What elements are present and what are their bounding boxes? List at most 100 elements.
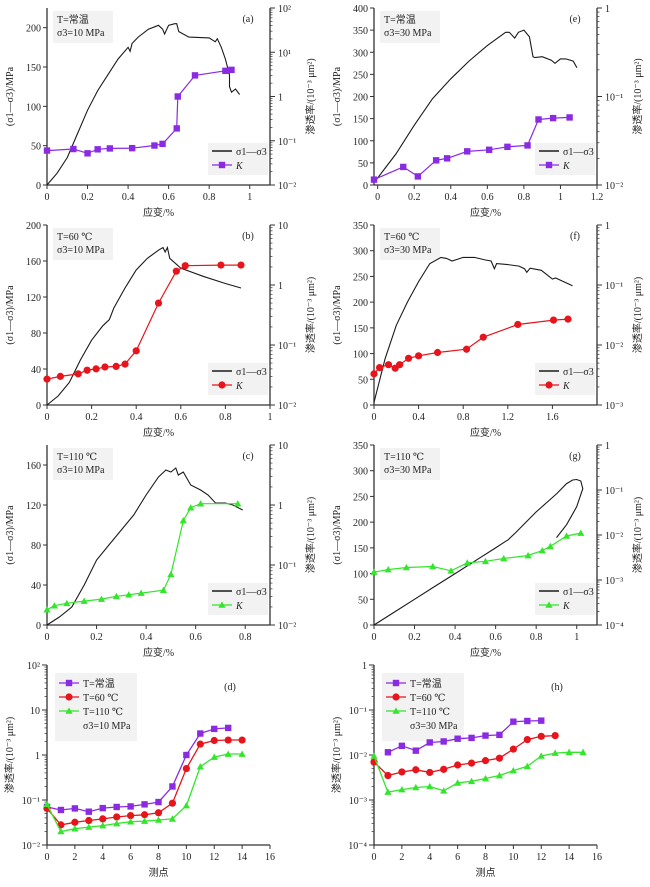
y-tick-label: 80 <box>31 541 41 552</box>
annotation-box <box>380 11 440 43</box>
y-tick-label: 250 <box>353 70 368 81</box>
legend-box <box>208 583 268 615</box>
k-point <box>167 570 175 578</box>
y2-tick-label: 1 <box>278 93 283 104</box>
k-point <box>402 563 411 571</box>
y-tick-label: 160 <box>26 257 41 268</box>
series-point <box>509 767 517 774</box>
x-tick-label: 0.6 <box>481 192 494 203</box>
x-axis-label: 应变/% <box>143 646 174 659</box>
x-tick-label: 14 <box>564 852 574 863</box>
k-point <box>370 568 378 575</box>
y-tick-label: 120 <box>26 501 41 512</box>
k-point <box>414 173 422 180</box>
annotation-text: σ3=30 MPa <box>384 28 432 39</box>
x-tick-label: 4 <box>427 852 432 863</box>
y-tick-label: 1 <box>362 661 367 672</box>
k-curve <box>373 532 581 573</box>
x-axis-label: 应变/% <box>470 206 501 219</box>
series-point <box>196 740 204 748</box>
y-tick-label: 100 <box>353 137 368 148</box>
series-point <box>85 816 93 825</box>
k-point <box>56 372 64 380</box>
series-point <box>169 783 176 790</box>
series-point <box>85 823 93 830</box>
y-tick-label: 250 <box>353 272 368 283</box>
k-point <box>396 361 404 369</box>
x-tick-label: 0.6 <box>162 192 175 203</box>
y-axis-label: 渗透率/(10⁻³ μm²) <box>330 717 343 793</box>
x-tick-label: 1 <box>268 412 273 423</box>
series-point <box>140 811 149 819</box>
k-point <box>159 140 166 148</box>
y2-tick-label: 10⁻¹ <box>278 561 296 572</box>
series-point <box>524 717 531 725</box>
x-tick-label: 2 <box>72 852 77 863</box>
k-point <box>187 504 195 511</box>
y2-tick-label: 1 <box>605 441 610 452</box>
series-point <box>481 774 490 782</box>
y-tick-label: 50 <box>358 375 368 386</box>
annotation-text: T=常温 <box>57 13 89 26</box>
stress-curve <box>46 245 242 406</box>
k-point <box>433 348 442 357</box>
y-tick-label: 80 <box>31 329 41 340</box>
x-axis-label: 应变/% <box>470 426 501 439</box>
series-point <box>398 768 406 776</box>
y-tick-label: 0 <box>363 401 368 412</box>
y-axis-label: (σ1—σ3)/MPa <box>5 285 16 345</box>
x-tick-label: 14 <box>237 852 247 863</box>
series-point <box>537 752 545 759</box>
series-point <box>384 771 392 780</box>
annotation-text: T=60 ℃ <box>57 232 92 243</box>
annotation-text: σ3=10 MPa <box>83 721 131 732</box>
y-tick-label: 1 <box>35 751 40 762</box>
x-tick-label: 0.2 <box>408 632 421 643</box>
k-point <box>181 262 189 270</box>
series-point <box>467 759 476 767</box>
y-tick-label: 100 <box>353 570 368 581</box>
y-tick-label: 0 <box>36 621 41 632</box>
y-axis-label: 渗透率/(10⁻³ μm²) <box>3 717 16 793</box>
x-tick-label: 0.6 <box>189 632 202 643</box>
x-tick-label: 0.8 <box>530 632 543 643</box>
series-point <box>412 747 420 754</box>
annotation-box <box>53 448 113 480</box>
series-point <box>509 745 517 753</box>
y-tick-label: 50 <box>31 142 41 153</box>
series-point <box>538 717 545 724</box>
k-point <box>74 370 82 378</box>
x-tick-label: 1 <box>247 192 252 203</box>
series-point <box>224 736 232 744</box>
y-tick-label: 10 <box>30 706 40 717</box>
y-tick-label: 0 <box>36 401 41 412</box>
y2-tick-label: 10⁻¹ <box>278 341 296 352</box>
k-point <box>43 147 51 154</box>
k-point <box>479 333 487 341</box>
legend-k-marker <box>218 161 226 169</box>
panel-label: (a) <box>242 14 253 25</box>
y-tick-label: 350 <box>353 441 368 452</box>
y2-tick-label: 10⁻¹ <box>605 93 623 104</box>
x-tick-label: 8 <box>156 852 161 863</box>
y2-tick-label: 10⁻² <box>605 181 623 192</box>
y2-axis-label: 渗透率/(10⁻³ μm²) <box>304 277 317 353</box>
x-tick-label: 10 <box>181 852 191 863</box>
series-point <box>510 718 517 725</box>
legend-stress-label: σ1—σ3 <box>236 587 267 598</box>
series-point <box>454 735 461 742</box>
annotation-text: T=110 ℃ <box>57 452 97 463</box>
k-point <box>222 67 229 75</box>
series-point <box>398 786 406 793</box>
y-tick-label: 10⁻⁴ <box>348 841 367 852</box>
series-point <box>523 735 531 744</box>
series-point <box>426 782 434 790</box>
x-tick-label: 0.6 <box>175 412 188 423</box>
legend-stress-label: σ1—σ3 <box>563 367 594 378</box>
series-point <box>99 821 107 829</box>
series-point <box>127 812 135 820</box>
legend-box <box>208 363 268 395</box>
panel-f: 0 0.4 0.8 1.2 1.6 应变/% 0 50 100 150 200 250 300 350 (σ… <box>332 221 644 439</box>
series-point <box>57 827 65 835</box>
panel-label: (h) <box>551 682 563 693</box>
